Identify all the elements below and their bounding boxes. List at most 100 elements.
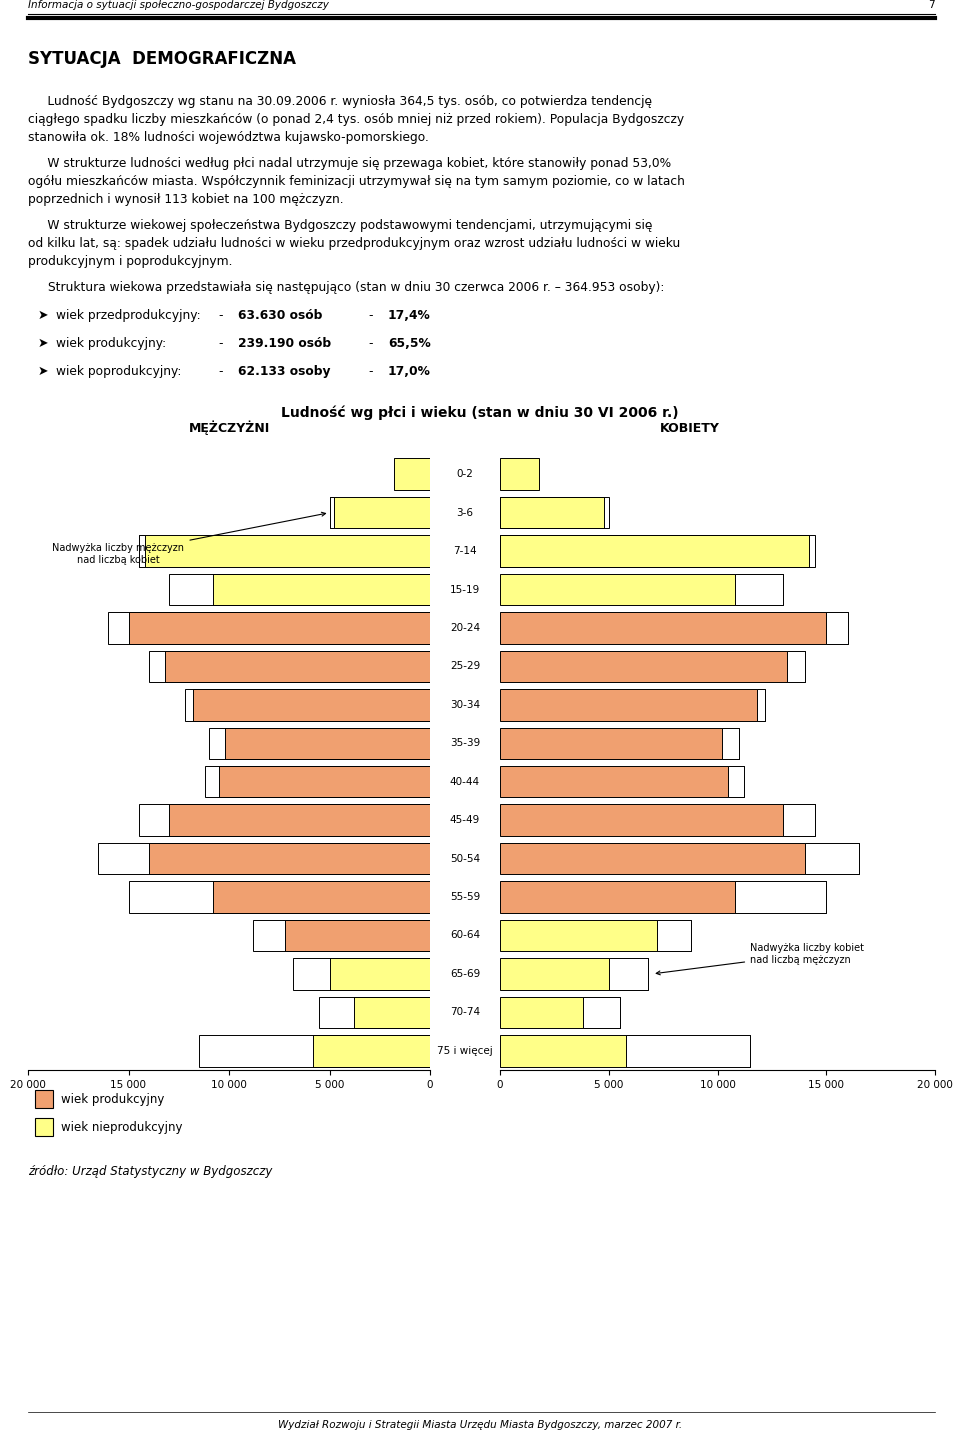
Bar bbox=[827, 612, 848, 644]
Text: -: - bbox=[368, 310, 372, 323]
Text: Ludność wg płci i wieku (stan w dniu 30 VI 2006 r.): Ludność wg płci i wieku (stan w dniu 30 … bbox=[281, 405, 679, 419]
Bar bbox=[500, 573, 782, 605]
Bar bbox=[500, 497, 605, 528]
Text: 65,5%: 65,5% bbox=[388, 337, 431, 350]
Text: 40-44: 40-44 bbox=[450, 776, 480, 786]
Text: ➤: ➤ bbox=[38, 337, 49, 350]
Bar bbox=[500, 497, 609, 528]
Text: źródło: Urząd Statystyczny w Bydgoszczy: źródło: Urząd Statystyczny w Bydgoszczy bbox=[28, 1165, 273, 1178]
Bar bbox=[782, 805, 815, 835]
Bar bbox=[285, 920, 430, 952]
Bar bbox=[219, 766, 430, 798]
Bar bbox=[313, 1035, 430, 1067]
Bar bbox=[583, 996, 619, 1028]
Text: -: - bbox=[218, 364, 223, 377]
Bar bbox=[626, 1035, 750, 1067]
Bar bbox=[199, 1035, 430, 1067]
Text: Ludność Bydgoszczy wg stanu na 30.09.2006 r. wyniosła 364,5 tys. osób, co potwie: Ludność Bydgoszczy wg stanu na 30.09.200… bbox=[28, 95, 652, 108]
Text: 60-64: 60-64 bbox=[450, 930, 480, 940]
Bar bbox=[500, 651, 804, 683]
Text: stanowiła ok. 18% ludności województwa kujawsko-pomorskiego.: stanowiła ok. 18% ludności województwa k… bbox=[28, 131, 429, 144]
Bar bbox=[787, 651, 804, 683]
Bar bbox=[500, 690, 765, 720]
Text: 239.190 osób: 239.190 osób bbox=[238, 337, 331, 350]
Bar bbox=[735, 881, 827, 913]
Text: poprzednich i wynosił 113 kobiet na 100 mężczyzn.: poprzednich i wynosił 113 kobiet na 100 … bbox=[28, 193, 344, 206]
Bar bbox=[500, 766, 744, 798]
Text: 20-24: 20-24 bbox=[450, 624, 480, 634]
Text: 45-49: 45-49 bbox=[450, 815, 480, 825]
Bar bbox=[500, 536, 815, 567]
Bar bbox=[294, 958, 430, 989]
Bar bbox=[165, 651, 430, 683]
Text: 30-34: 30-34 bbox=[450, 700, 480, 710]
Text: W strukturze wiekowej społeczeństwa Bydgoszczy podstawowymi tendencjami, utrzymu: W strukturze wiekowej społeczeństwa Bydg… bbox=[28, 219, 653, 232]
Text: ciągłego spadku liczby mieszkańców (o ponad 2,4 tys. osób mniej niż przed rokiem: ciągłego spadku liczby mieszkańców (o po… bbox=[28, 112, 684, 125]
Text: -: - bbox=[368, 337, 372, 350]
Bar bbox=[35, 1090, 53, 1107]
Bar bbox=[500, 996, 619, 1028]
Bar bbox=[394, 458, 430, 490]
Bar bbox=[138, 536, 430, 567]
Text: SYTUACJA  DEMOGRAFICZNA: SYTUACJA DEMOGRAFICZNA bbox=[28, 50, 296, 68]
Text: ogółu mieszkańców miasta. Współczynnik feminizacji utrzymywał się na tym samym p: ogółu mieszkańców miasta. Współczynnik f… bbox=[28, 176, 684, 189]
Bar bbox=[253, 920, 430, 952]
Text: 50-54: 50-54 bbox=[450, 854, 480, 864]
Text: wiek poprodukcyjny:: wiek poprodukcyjny: bbox=[56, 364, 181, 377]
Bar bbox=[35, 1117, 53, 1136]
Text: ➤: ➤ bbox=[38, 310, 49, 323]
Text: 17,4%: 17,4% bbox=[388, 310, 431, 323]
Text: Wydział Rozwoju i Strategii Miasta Urzędu Miasta Bydgoszczy, marzec 2007 r.: Wydział Rozwoju i Strategii Miasta Urzęd… bbox=[278, 1420, 682, 1430]
Text: 70-74: 70-74 bbox=[450, 1008, 480, 1017]
Bar bbox=[804, 842, 859, 874]
Bar bbox=[225, 727, 430, 759]
Bar bbox=[138, 536, 145, 567]
Bar bbox=[204, 766, 430, 798]
Bar bbox=[500, 1035, 750, 1067]
Bar bbox=[500, 881, 827, 913]
Bar bbox=[500, 458, 540, 490]
Text: 55-59: 55-59 bbox=[450, 891, 480, 901]
Text: -: - bbox=[368, 364, 372, 377]
Bar bbox=[213, 881, 430, 913]
Text: -: - bbox=[218, 310, 223, 323]
Bar bbox=[500, 842, 859, 874]
Bar bbox=[500, 536, 809, 567]
Bar bbox=[609, 958, 648, 989]
Bar bbox=[735, 573, 782, 605]
Bar bbox=[329, 958, 430, 989]
Bar bbox=[98, 842, 430, 874]
Bar bbox=[149, 651, 430, 683]
Text: 7: 7 bbox=[928, 0, 935, 10]
Text: Struktura wiekowa przedstawiała się następująco (stan w dniu 30 czerwca 2006 r. : Struktura wiekowa przedstawiała się nast… bbox=[48, 281, 664, 294]
Text: wiek produkcyjny:: wiek produkcyjny: bbox=[56, 337, 166, 350]
Bar bbox=[169, 573, 430, 605]
Text: wiek przedprodukcyjny:: wiek przedprodukcyjny: bbox=[56, 310, 201, 323]
Text: 15-19: 15-19 bbox=[450, 585, 480, 595]
Bar bbox=[500, 612, 848, 644]
Bar bbox=[500, 805, 815, 835]
Bar bbox=[722, 727, 739, 759]
Bar bbox=[169, 805, 430, 835]
Bar bbox=[729, 766, 744, 798]
Text: 17,0%: 17,0% bbox=[388, 364, 431, 377]
Text: -: - bbox=[218, 337, 223, 350]
Text: 65-69: 65-69 bbox=[450, 969, 480, 979]
Text: Informacja o sytuacji społeczno-gospodarczej Bydgoszczy: Informacja o sytuacji społeczno-gospodar… bbox=[28, 0, 329, 10]
Text: 0-2: 0-2 bbox=[457, 469, 473, 480]
Bar bbox=[329, 497, 333, 528]
Bar bbox=[213, 573, 430, 605]
Text: 7-14: 7-14 bbox=[453, 546, 477, 556]
Text: 35-39: 35-39 bbox=[450, 739, 480, 749]
Text: ➤: ➤ bbox=[38, 364, 49, 377]
Text: 75 i więcej: 75 i więcej bbox=[437, 1045, 492, 1056]
Text: 63.630 osób: 63.630 osób bbox=[238, 310, 323, 323]
Bar bbox=[657, 920, 691, 952]
Text: MĘŻCZYŻNI: MĘŻCZYŻNI bbox=[189, 420, 271, 435]
Text: wiek produkcyjny: wiek produkcyjny bbox=[61, 1093, 164, 1106]
Bar bbox=[129, 612, 430, 644]
Bar bbox=[129, 881, 430, 913]
Bar bbox=[108, 612, 430, 644]
Bar bbox=[353, 996, 430, 1028]
Bar bbox=[138, 805, 430, 835]
